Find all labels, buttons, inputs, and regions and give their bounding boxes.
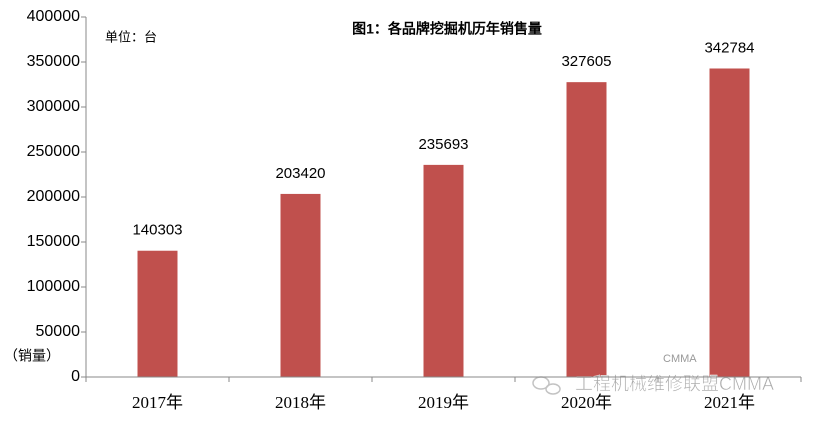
data-label: 203420 [275,165,325,182]
watermark: CMMA [663,353,697,365]
y-tick-label: 50000 [36,323,81,340]
data-label: 235693 [418,136,468,153]
y-tick-label: 0 [71,368,80,385]
x-tick-label: 2020年 [561,393,612,412]
unit-note: 单位：台 [105,29,157,44]
bar [280,193,321,377]
y-tick-label: 350000 [27,53,80,70]
data-label: 327605 [561,53,611,70]
y-tick-label: 300000 [27,98,80,115]
x-tick-label: 2018年 [275,393,326,412]
x-tick-label: 2017年 [132,393,183,412]
data-label: 342784 [704,39,754,56]
y-tick-label: 100000 [27,278,80,295]
chart-title: 图1：各品牌挖掘机历年销售量 [352,21,542,37]
bar [709,68,750,378]
bar [423,164,464,377]
bar [566,82,607,377]
watermark-icon [532,376,561,395]
y-tick-label: 250000 [27,143,80,160]
watermark-source: 工程机械维修联盟CMMA [575,374,774,394]
y-tick-label: 400000 [27,8,80,25]
bar [137,250,178,377]
data-label: 140303 [132,222,182,239]
y-axis-label: （销量） [4,348,60,364]
x-tick-label: 2019年 [418,393,469,412]
y-tick-label: 150000 [27,233,80,250]
x-tick-label: 2021年 [704,393,755,412]
y-tick-label: 200000 [27,188,80,205]
